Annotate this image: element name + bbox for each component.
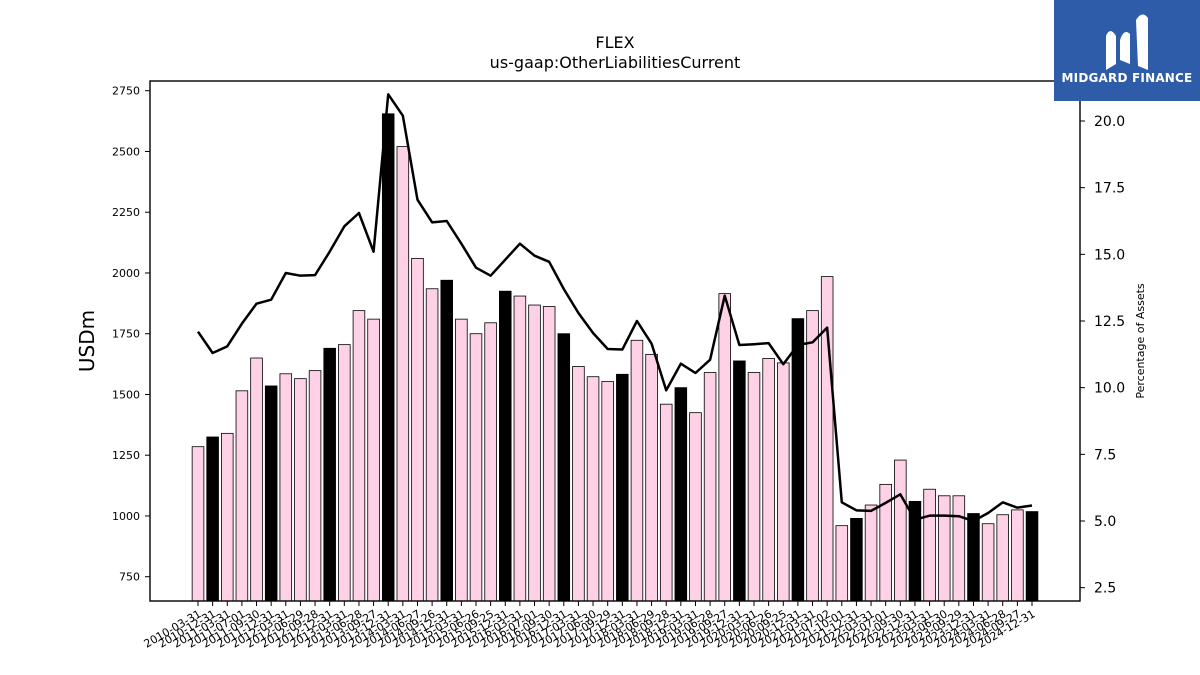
bar-2019-09-27 — [718, 293, 731, 602]
y-axis-left: 750 1000 1250 1500 1750 2000 2250 2500 2750 — [112, 85, 150, 584]
bar-2024-09-27 — [1011, 509, 1024, 602]
logo-mark-icon — [1106, 14, 1148, 71]
bar-2016-07-01 — [528, 304, 541, 602]
bar-2024-12-31 — [1025, 511, 1039, 602]
y2-axis-label: Percentage of Assets — [1134, 283, 1147, 399]
y2-tick-label: 7.5 — [1094, 447, 1116, 463]
bar-2017-12-31 — [616, 373, 629, 602]
logo-brand-text: MIDGARD FINANCE — [1061, 71, 1193, 85]
bar-2017-09-29 — [601, 381, 614, 602]
plot-frame — [149, 80, 1081, 602]
y-tick-label: 2500 — [112, 145, 140, 158]
bar-2023-03-31 — [923, 488, 936, 602]
bar-2024-06-28 — [996, 514, 1009, 602]
bar-2014-12-31 — [440, 279, 453, 602]
bar-2012-06-29 — [294, 378, 307, 602]
bar-2011-07-01 — [235, 390, 249, 602]
bar-2017-06-30 — [586, 376, 600, 602]
y2-tick-label: 5.0 — [1094, 514, 1116, 530]
bar-2011-12-31 — [264, 385, 278, 602]
bar-2021-07-02 — [820, 276, 834, 602]
bar-2020-06-26 — [762, 358, 775, 602]
y-tick-label: 2250 — [112, 206, 140, 219]
bar-2020-12-31 — [791, 318, 805, 602]
bar-2015-06-26 — [469, 333, 483, 602]
x-axis: 2010-03-312010-12-312011-03-312011-07-01… — [142, 601, 1038, 651]
bar-2020-09-25 — [777, 362, 790, 602]
bar-2015-12-31 — [499, 290, 512, 602]
chart-subtitle: us-gaap:OtherLiabilitiesCurrent — [490, 53, 741, 72]
bar-2022-12-31 — [908, 500, 922, 602]
y2-tick-label: 15.0 — [1094, 247, 1125, 263]
bar-2018-12-31 — [674, 387, 688, 602]
bar-2011-09-30 — [250, 357, 263, 602]
bar-2019-03-31 — [689, 412, 702, 602]
y-tick-label: 1500 — [112, 388, 140, 401]
bar-2016-12-31 — [557, 333, 571, 602]
y2-tick-label: 2.5 — [1094, 581, 1116, 597]
bar-2012-03-31 — [279, 373, 293, 602]
bar-2016-09-30 — [542, 306, 556, 602]
bar-2020-03-31 — [747, 372, 761, 602]
bar-2021-12-31 — [850, 517, 863, 602]
y2-tick-label: 20.0 — [1094, 114, 1125, 130]
y-tick-label: 2000 — [112, 267, 140, 280]
bar-2011-03-31 — [221, 432, 234, 602]
bar-2019-06-28 — [703, 372, 717, 602]
bar-2013-12-31 — [381, 113, 395, 602]
y-tick-label: 1000 — [112, 510, 140, 523]
bar-series — [191, 113, 1039, 602]
y-tick-label: 1250 — [112, 449, 140, 462]
bar-2015-09-25 — [484, 322, 497, 602]
bar-2013-03-31 — [338, 344, 351, 602]
y2-tick-label: 12.5 — [1094, 314, 1125, 330]
bar-2015-03-31 — [455, 318, 468, 602]
bar-2014-09-26 — [425, 288, 439, 602]
bar-2012-12-31 — [323, 347, 336, 602]
y-tick-label: 750 — [119, 571, 140, 584]
y2-tick-label: 10.0 — [1094, 381, 1125, 397]
bar-2018-03-31 — [630, 339, 644, 602]
bar-2013-09-27 — [367, 318, 380, 602]
bar-2022-09-30 — [894, 459, 907, 602]
y-axis-right: 2.5 5.0 7.5 10.0 12.5 15.0 17.5 20.0 — [1080, 114, 1125, 597]
bar-2017-03-31 — [572, 366, 585, 602]
y-tick-label: 2750 — [112, 85, 140, 98]
percentage-line — [196, 93, 1033, 523]
bar-2022-03-31 — [864, 504, 878, 602]
bar-2023-12-31 — [967, 513, 980, 602]
bar-2023-09-29 — [952, 495, 966, 602]
bar-2023-06-30 — [937, 495, 951, 602]
bar-2024-03-31 — [981, 523, 995, 602]
line-series — [196, 93, 1033, 523]
bar-2010-12-31 — [206, 436, 219, 602]
bar-2013-06-28 — [352, 310, 366, 602]
bar-2018-09-28 — [659, 403, 673, 602]
y-tick-label: 1750 — [112, 328, 140, 341]
y2-tick-label: 17.5 — [1094, 181, 1125, 197]
bar-2019-12-31 — [733, 360, 746, 602]
chart-title: FLEX — [595, 33, 634, 52]
bar-2021-10-01 — [835, 525, 849, 602]
y-axis-label: USDm — [75, 310, 99, 372]
bar-2010-03-31 — [191, 446, 205, 602]
bar-2014-03-31 — [396, 146, 410, 602]
bar-2012-09-28 — [308, 370, 322, 602]
bar-2021-03-31 — [806, 310, 819, 602]
bar-2018-06-29 — [645, 353, 658, 602]
brand-logo: MIDGARD FINANCE — [1054, 0, 1200, 101]
bar-2014-06-27 — [411, 257, 424, 602]
bar-2016-03-31 — [513, 295, 527, 602]
